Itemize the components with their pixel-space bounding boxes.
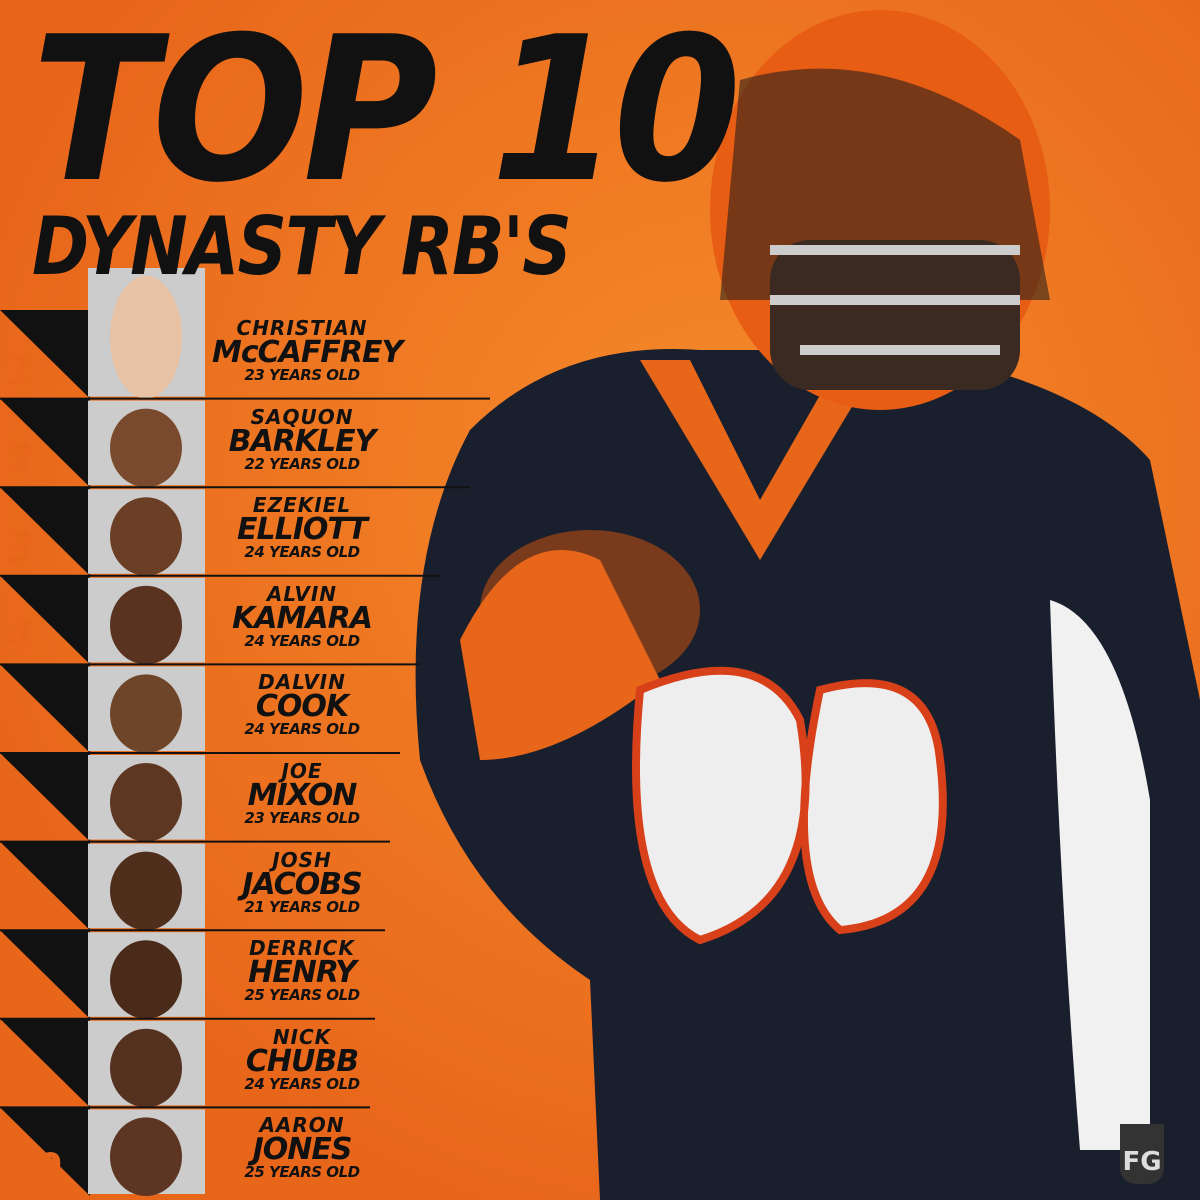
player-info: DALVIN COOK 24 YEARS OLD	[212, 672, 392, 737]
rank-number: 9	[6, 1057, 34, 1104]
last-name: BARKLEY	[228, 423, 377, 459]
player-face	[110, 851, 182, 931]
first-name: JOSH	[272, 847, 332, 872]
rank-wedge	[0, 753, 90, 842]
rank-wedge	[0, 1018, 90, 1108]
player-info: EZEKIEL ELLIOTT 24 YEARS OLD	[212, 495, 392, 560]
first-name: SAQUON	[250, 404, 354, 429]
player-illustration	[415, 10, 1200, 1200]
player-face	[110, 585, 182, 665]
rank-number: 5	[6, 703, 34, 749]
rank-number: 10	[6, 1146, 62, 1192]
player-info: DERRICK HENRY 25 YEARS OLD	[212, 938, 392, 1003]
first-name: CHRISTIAN	[236, 316, 368, 340]
player-info: SAQUON BARKLEY 22 YEARS OLD	[212, 407, 392, 472]
rank-wedge	[0, 664, 90, 753]
first-name: NICK	[272, 1024, 332, 1049]
rank-wedge	[0, 841, 90, 931]
first-name: JOE	[281, 759, 323, 783]
player-age: 25 YEARS OLD	[244, 1163, 360, 1182]
player-age: 24 YEARS OLD	[244, 543, 360, 562]
player-age: 24 YEARS OLD	[244, 1074, 360, 1093]
player-info: JOSH JACOBS 21 YEARS OLD	[212, 850, 392, 915]
last-name: McCAFFREY	[212, 335, 403, 370]
player-face	[110, 763, 182, 842]
first-name: ALVIN	[266, 581, 338, 606]
subtitle-line: DYNASTY RB'S	[32, 200, 572, 293]
player-age: 22 YEARS OLD	[244, 454, 360, 473]
last-name: JACOBS	[242, 866, 362, 902]
rank-wedge	[0, 398, 90, 488]
player-info: CHRISTIAN McCAFFREY 23 YEARS OLD	[212, 316, 403, 384]
rank-number: 3	[6, 525, 34, 572]
first-name: DALVIN	[258, 670, 346, 695]
player-age: 23 YEARS OLD	[244, 366, 360, 384]
first-name: DERRICK	[249, 936, 355, 961]
player-face	[110, 940, 182, 1019]
rank-number: 7	[6, 880, 34, 927]
rank-wedge	[0, 487, 90, 576]
player-age: 23 YEARS OLD	[244, 809, 360, 827]
last-name: HENRY	[248, 955, 357, 991]
player-age: 25 YEARS OLD	[244, 986, 360, 1005]
player-face	[110, 1117, 182, 1196]
first-name: EZEKIEL	[252, 493, 352, 518]
player-face	[110, 276, 182, 399]
player-face	[110, 674, 182, 753]
player-info: ALVIN KAMARA 24 YEARS OLD	[212, 584, 392, 649]
last-name: ELLIOTT	[236, 512, 368, 548]
rank-wedge	[0, 930, 90, 1019]
last-name: MIXON	[247, 778, 358, 813]
rank-number: 4	[6, 614, 34, 661]
player-face	[110, 408, 182, 488]
logo: FG	[1120, 1124, 1164, 1184]
rank-number: 2	[6, 437, 34, 484]
rank-number: 1	[6, 348, 34, 395]
player-info: NICK CHUBB 24 YEARS OLD	[212, 1027, 392, 1092]
last-name: KAMARA	[232, 600, 373, 636]
first-name: AARON	[259, 1113, 345, 1138]
player-age: 24 YEARS OLD	[244, 720, 360, 739]
player-face	[110, 497, 182, 576]
player-age: 21 YEARS OLD	[244, 897, 360, 916]
rank-wedge	[0, 575, 90, 665]
last-name: CHUBB	[245, 1043, 359, 1079]
rank-number: 8	[6, 968, 34, 1015]
title-line: TOP 10	[32, 0, 741, 227]
player-info: JOE MIXON 23 YEARS OLD	[212, 761, 392, 826]
player-face	[110, 1028, 182, 1108]
player-info: AARON JONES 25 YEARS OLD	[212, 1115, 392, 1180]
rank-wedge	[0, 1107, 90, 1196]
last-name: COOK	[255, 689, 349, 725]
player-age: 24 YEARS OLD	[244, 631, 360, 650]
last-name: JONES	[252, 1132, 353, 1168]
rank-number: 6	[6, 791, 34, 838]
rank-wedge	[0, 310, 90, 399]
